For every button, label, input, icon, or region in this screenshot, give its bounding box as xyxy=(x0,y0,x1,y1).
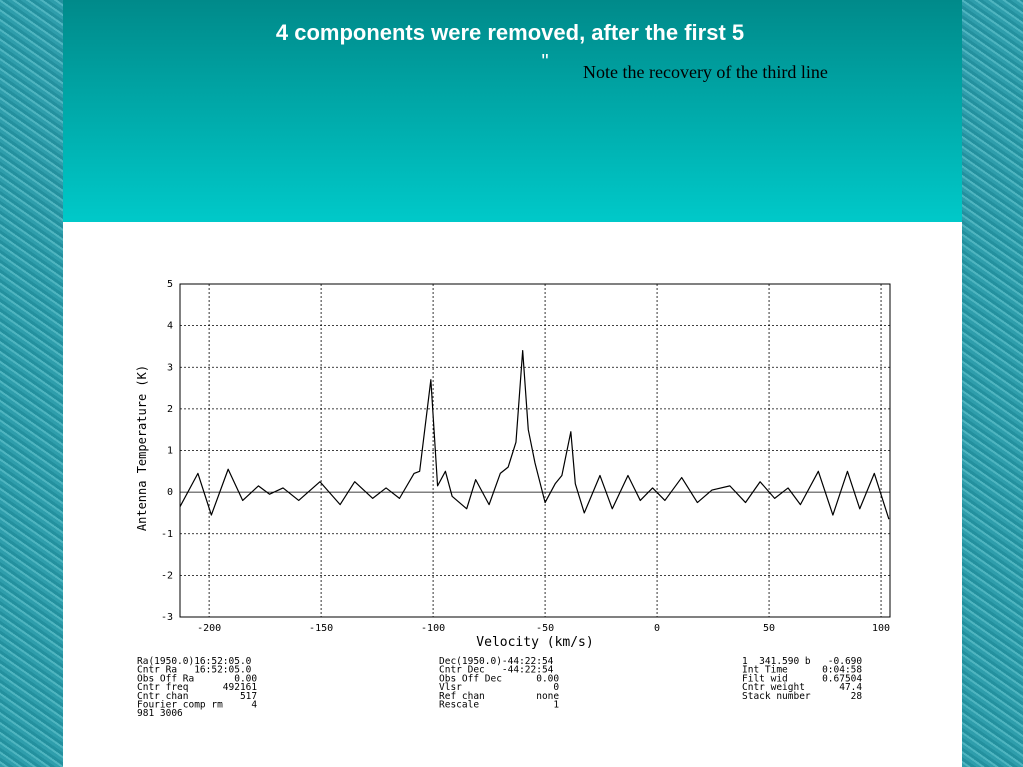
y-tick-label: -1 xyxy=(161,529,173,540)
info-line: Filt wid 0.67504 xyxy=(742,673,862,684)
x-tick-label: -200 xyxy=(197,623,221,634)
info-line: Obs Off Dec 0.00 xyxy=(439,673,559,684)
info-line: Rescale 1 xyxy=(439,700,559,711)
x-tick-label: -150 xyxy=(309,623,333,634)
chart-title: 4 components were removed, after the fir… xyxy=(276,20,744,45)
annotation-mark: " xyxy=(541,51,548,73)
y-tick-label: 1 xyxy=(167,446,173,457)
y-tick-label: 0 xyxy=(167,487,173,498)
y-tick-label: 3 xyxy=(167,362,173,373)
info-line: Cntr weight 47.4 xyxy=(742,682,862,693)
info-line: Cntr Dec -44:22:54 xyxy=(439,665,554,676)
info-line: Ref chan none xyxy=(439,691,559,702)
y-tick-label: 2 xyxy=(167,404,173,415)
y-tick-label: -2 xyxy=(161,570,173,581)
x-axis-label: Velocity (km/s) xyxy=(476,635,593,650)
info-line: Stack number 28 xyxy=(742,691,862,702)
info-line: 981 3006 xyxy=(137,708,183,719)
y-tick-label: 4 xyxy=(167,321,173,332)
plot-frame xyxy=(179,283,891,618)
info-line: Vlsr 0 xyxy=(439,682,559,693)
y-tick-label: 5 xyxy=(167,279,173,290)
info-line: 1 341.590 b -0.690 xyxy=(742,656,862,667)
info-line: Ra(1950.0)16:52:05.0 xyxy=(137,656,252,667)
info-line: Cntr Ra 16:52:05.0 xyxy=(137,665,252,676)
info-line: Cntr freq 492161 xyxy=(137,682,257,693)
x-tick-label: 50 xyxy=(763,623,775,634)
spectrum-line xyxy=(179,350,890,520)
x-tick-label: -100 xyxy=(421,623,445,634)
x-tick-label: -50 xyxy=(536,623,554,634)
info-line: Cntr chan 517 xyxy=(137,691,257,702)
x-tick-label: 0 xyxy=(654,623,660,634)
x-tick-label: 100 xyxy=(872,623,890,634)
info-line: Obs Off Ra 0.00 xyxy=(137,673,257,684)
note: Note the recovery of the third line xyxy=(583,62,828,82)
header-band xyxy=(63,0,962,222)
info-line: Int Time 0:04:58 xyxy=(742,665,862,676)
info-line: Dec(1950.0)-44:22:54 xyxy=(439,656,554,667)
slide xyxy=(63,0,962,767)
info-line: Fourier comp rm 4 xyxy=(137,700,257,711)
y-axis-label: Antenna Temperature (K) xyxy=(135,365,149,531)
y-tick-label: -3 xyxy=(161,612,173,623)
